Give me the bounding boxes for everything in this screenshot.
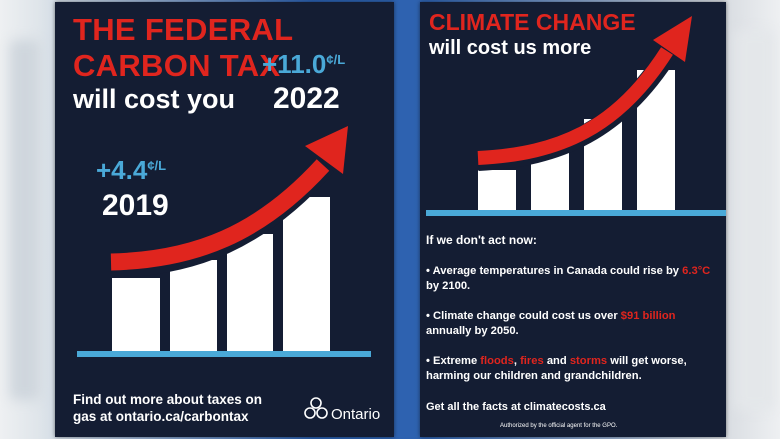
footer-line1: Find out more about taxes on — [73, 392, 263, 407]
bar — [283, 197, 330, 354]
intro-text: If we don't act now: — [426, 233, 537, 247]
trillium-icon — [304, 397, 328, 419]
price-2022-amount: +11.0 — [262, 49, 327, 79]
bar — [227, 234, 273, 354]
rising-bars-graphic — [426, 16, 726, 216]
price-2019-amount: +4.4 — [96, 155, 148, 185]
headline: CLIMATE CHANGE — [429, 9, 636, 35]
baseline — [426, 210, 726, 216]
ontario-logo-text: Ontario — [331, 406, 381, 423]
rising-bars-graphic — [77, 126, 371, 419]
arrow-shaft — [477, 47, 673, 165]
arrow-shaft — [110, 159, 330, 271]
arrow-head — [653, 16, 692, 62]
bar — [112, 278, 160, 354]
headline-line2: CARBON TAX — [73, 48, 281, 83]
call-to-action: Get all the facts at climatecosts.ca — [426, 401, 606, 413]
price-2022-unit: ¢/L — [326, 52, 346, 67]
price-2019: +4.4¢/L — [96, 155, 166, 186]
bar — [478, 170, 516, 211]
bar — [170, 260, 217, 354]
footer-line2: gas at ontario.ca/carbontax — [73, 409, 249, 424]
price-2019-unit: ¢/L — [147, 158, 167, 173]
year-2022: 2022 — [273, 82, 340, 115]
climate-change-poster: CLIMATE CHANGE will cost us more If we d… — [420, 2, 726, 437]
highlight-cost: $91 billion — [620, 310, 676, 322]
subhead: will cost you — [73, 84, 236, 114]
disclaimer: Authorized by the official agent for the… — [500, 423, 618, 429]
headline-line1: THE FEDERAL — [73, 12, 294, 47]
background-blur — [10, 40, 40, 400]
highlight-floods: floods — [480, 355, 514, 367]
highlight-temperature: 6.3°C — [682, 265, 711, 277]
bullet-extreme-weather: • Extreme floods, fires and storms will … — [426, 355, 687, 382]
highlight-fires: fires — [520, 355, 544, 367]
bullet-temperature: • Average temperatures in Canada could r… — [426, 265, 711, 292]
year-2019: 2019 — [102, 189, 169, 222]
background-blur — [735, 30, 775, 410]
bullet-cost: • Climate change could cost us over $91 … — [426, 310, 676, 337]
price-2022: +11.0¢/L — [262, 49, 345, 80]
arrow-head — [305, 126, 348, 174]
subhead: will cost us more — [429, 37, 592, 59]
carbon-tax-poster: THE FEDERAL CARBON TAX will cost you +11… — [55, 2, 394, 437]
baseline — [77, 351, 371, 357]
highlight-storms: storms — [569, 355, 608, 367]
